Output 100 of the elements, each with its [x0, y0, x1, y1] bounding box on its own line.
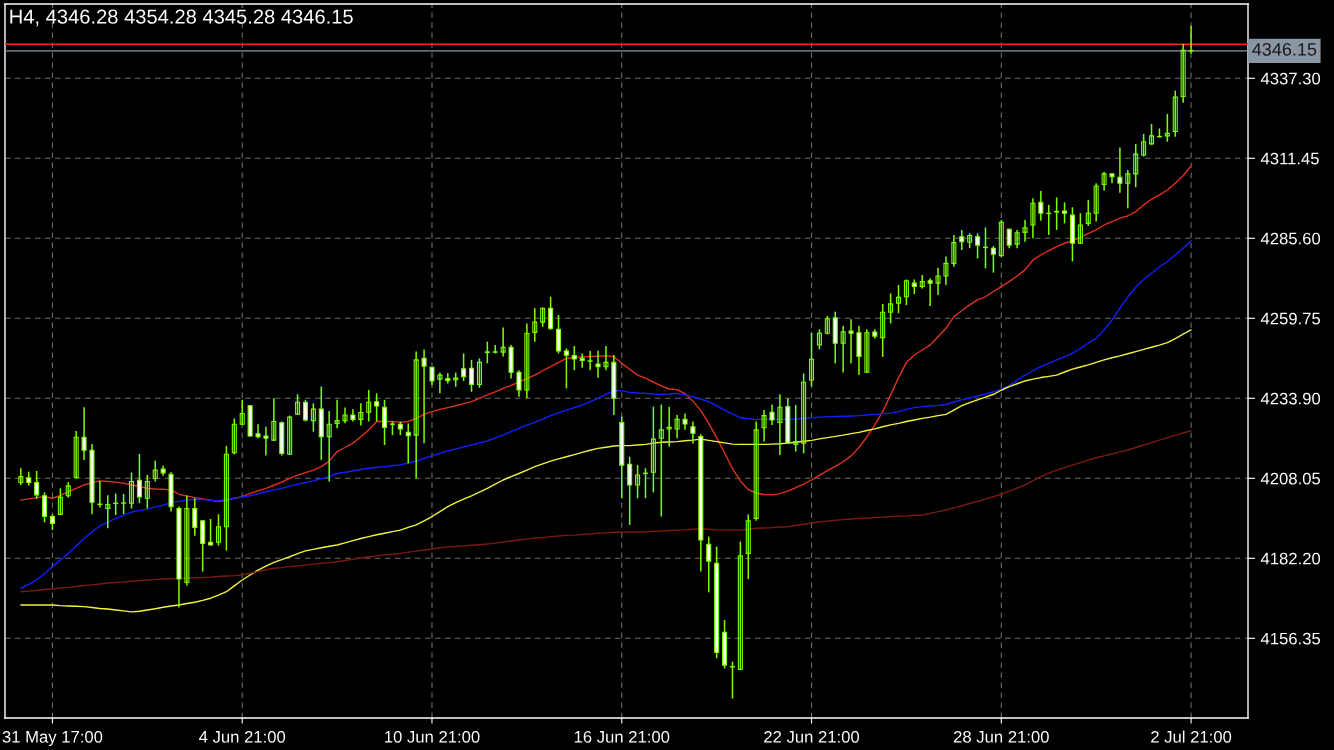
candlestick — [919, 274, 925, 290]
candlestick — [706, 535, 712, 594]
x-tick-label: 4 Jun 21:00 — [199, 730, 286, 743]
x-tick-label: 28 Jun 21:00 — [953, 730, 1049, 743]
candlestick — [1188, 24, 1194, 55]
candlestick — [816, 328, 822, 351]
candlestick — [975, 232, 981, 260]
candlestick — [864, 328, 870, 374]
candlestick — [1117, 146, 1123, 194]
candlestick — [1141, 133, 1147, 158]
candlestick — [888, 292, 894, 325]
y-tick-label: 4311.45 — [1260, 152, 1319, 165]
candlestick — [532, 307, 538, 343]
candlestick — [65, 481, 71, 499]
x-tick-label: 2 Jul 21:00 — [1151, 730, 1232, 743]
candlestick — [769, 403, 775, 426]
candlestick — [998, 219, 1004, 258]
candlestick — [500, 326, 506, 358]
candlestick — [492, 344, 498, 355]
candlestick — [358, 402, 364, 427]
candlestick — [1085, 199, 1091, 227]
y-tick-label: 4259.75 — [1260, 312, 1321, 325]
candlestick — [461, 352, 467, 382]
candlestick — [34, 470, 40, 500]
candlestick — [737, 540, 743, 671]
candlestick — [571, 345, 577, 371]
candlestick — [548, 296, 554, 331]
candlestick — [951, 234, 957, 268]
candlestick — [959, 229, 965, 251]
candlestick — [144, 474, 150, 510]
candlestick — [97, 480, 103, 509]
candlestick — [57, 487, 63, 516]
x-tick-label: 16 Jun 21:00 — [574, 730, 670, 743]
candlestick — [603, 345, 609, 371]
candlestick — [1101, 170, 1107, 192]
line-series — [20, 430, 1192, 593]
y-tick-label: 4156.35 — [1260, 632, 1321, 645]
candlestick — [121, 493, 127, 515]
x-tick-label: 10 Jun 21:00 — [385, 730, 480, 743]
line-series — [20, 240, 1192, 590]
candlestick — [310, 402, 316, 433]
candlestick — [840, 325, 846, 374]
candlestick — [42, 491, 48, 524]
candlestick — [223, 445, 229, 552]
candlestick — [753, 420, 759, 522]
candlestick — [856, 325, 862, 376]
candlestick — [1149, 123, 1155, 146]
candlestick — [152, 460, 158, 483]
candlestick — [1180, 43, 1186, 104]
candlestick — [382, 399, 388, 446]
candlestick — [468, 359, 475, 393]
candlestick — [808, 331, 815, 388]
candlestick — [555, 314, 562, 355]
candlestick — [128, 471, 135, 510]
candlestick — [231, 417, 237, 456]
candlestick — [880, 303, 886, 358]
candlestick — [848, 318, 854, 365]
candlestick — [1093, 182, 1099, 223]
candlestick — [579, 352, 585, 369]
candlestick — [421, 348, 427, 444]
candlestick — [1022, 219, 1028, 243]
candlestick — [690, 420, 696, 445]
candlestick — [745, 513, 751, 580]
y-tick-label: 4285.60 — [1260, 232, 1321, 245]
candlestick — [1062, 201, 1068, 225]
candlestick — [405, 422, 411, 465]
candlestick — [184, 494, 190, 587]
y-tick-label: 4337.30 — [1260, 72, 1321, 85]
candlestick — [271, 397, 277, 442]
ref-line-label: 4346.15 — [1252, 42, 1317, 56]
candlestick — [334, 399, 340, 430]
x-tick-label: 22 Jun 21:00 — [764, 730, 860, 743]
candlestick — [302, 399, 309, 423]
candlestick — [255, 423, 261, 439]
candlestick — [729, 660, 735, 700]
candlestick — [666, 405, 672, 448]
candlestick — [793, 404, 799, 453]
y-tick-label: 4208.05 — [1260, 472, 1321, 485]
candlestick — [192, 497, 198, 537]
candlestick — [540, 306, 546, 328]
candlestick — [1014, 229, 1020, 249]
candlestick — [563, 347, 569, 390]
candlestick — [263, 426, 269, 457]
candlestick — [374, 392, 380, 423]
candlestick — [1133, 143, 1139, 188]
candlestick — [903, 278, 909, 306]
candlestick — [295, 393, 301, 416]
candlestick — [935, 266, 941, 296]
candlestick — [73, 430, 79, 480]
candlestick — [658, 403, 664, 518]
candlestick — [287, 414, 293, 456]
candlestick — [239, 399, 245, 426]
candlestick — [200, 519, 206, 573]
chart-title: H4, 4346.28 4354.28 4345.28 4346.15 — [10, 9, 353, 27]
candlestick — [81, 406, 87, 461]
candlestick — [366, 389, 372, 423]
candlestick — [342, 406, 348, 425]
candlestick — [1077, 212, 1083, 245]
y-tick-label: 4233.90 — [1260, 392, 1321, 405]
candlestick — [777, 393, 783, 456]
